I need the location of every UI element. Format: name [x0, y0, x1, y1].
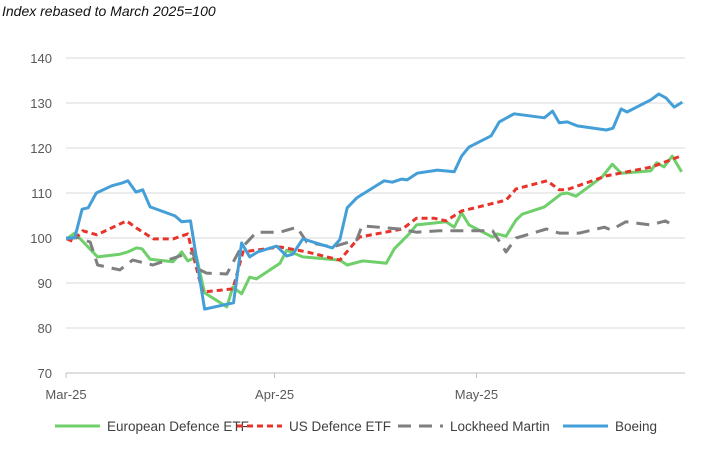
legend-label: Lockheed Martin [450, 419, 550, 434]
series-line-lockheed-martin [66, 219, 672, 276]
y-tick-label: 70 [38, 366, 52, 381]
legend-item: European Defence ETF [55, 419, 249, 434]
y-tick-label: 80 [38, 321, 52, 336]
y-tick-label: 130 [30, 96, 52, 111]
legend-item: US Defence ETF [237, 419, 391, 434]
x-tick-label: May-25 [455, 387, 498, 402]
x-tick-label: Mar-25 [45, 387, 86, 402]
legend-item: Lockheed Martin [398, 419, 550, 434]
x-tick-label: Apr-25 [255, 387, 294, 402]
y-tick-label: 140 [30, 51, 52, 66]
y-tick-label: 100 [30, 231, 52, 246]
series-line-us-defence-etf [66, 154, 683, 294]
series-line-european-defence-etf [65, 154, 683, 309]
chart-title: Index rebased to March 2025=100 [2, 3, 216, 19]
y-tick-label: 90 [38, 276, 52, 291]
legend-label: US Defence ETF [289, 419, 391, 434]
y-tick-label: 120 [30, 141, 52, 156]
y-tick-label: 110 [31, 186, 52, 201]
series-line-boeing [66, 92, 684, 311]
legend-label: European Defence ETF [107, 419, 249, 434]
legend-item: Boeing [563, 419, 657, 434]
legend-label: Boeing [615, 419, 657, 434]
